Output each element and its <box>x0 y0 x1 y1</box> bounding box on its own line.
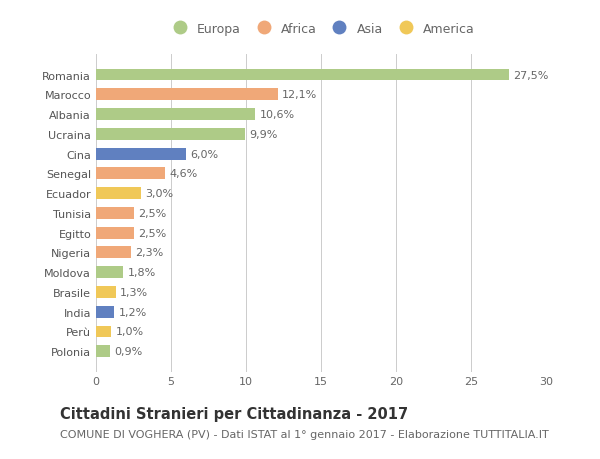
Text: 1,8%: 1,8% <box>128 268 156 278</box>
Text: 9,9%: 9,9% <box>249 129 277 140</box>
Text: 4,6%: 4,6% <box>170 169 198 179</box>
Bar <box>96 148 186 160</box>
Bar <box>96 69 509 81</box>
Bar <box>96 89 277 101</box>
Bar <box>96 227 133 239</box>
Text: 0,9%: 0,9% <box>114 347 142 357</box>
Text: 27,5%: 27,5% <box>513 70 548 80</box>
Bar <box>96 267 123 279</box>
Bar <box>96 247 131 259</box>
Text: 3,0%: 3,0% <box>146 189 173 199</box>
Text: 1,2%: 1,2% <box>119 307 147 317</box>
Bar <box>96 188 141 200</box>
Text: COMUNE DI VOGHERA (PV) - Dati ISTAT al 1° gennaio 2017 - Elaborazione TUTTITALIA: COMUNE DI VOGHERA (PV) - Dati ISTAT al 1… <box>60 429 549 439</box>
Text: 1,0%: 1,0% <box>115 327 143 337</box>
Bar <box>96 286 115 298</box>
Text: 1,3%: 1,3% <box>120 287 148 297</box>
Bar <box>96 109 255 121</box>
Text: 2,3%: 2,3% <box>135 248 163 258</box>
Legend: Europa, Africa, Asia, America: Europa, Africa, Asia, America <box>164 20 478 38</box>
Text: 10,6%: 10,6% <box>260 110 295 120</box>
Text: Cittadini Stranieri per Cittadinanza - 2017: Cittadini Stranieri per Cittadinanza - 2… <box>60 406 408 421</box>
Text: 12,1%: 12,1% <box>282 90 317 100</box>
Bar <box>96 306 114 318</box>
Bar <box>96 168 165 180</box>
Bar <box>96 346 110 358</box>
Text: 2,5%: 2,5% <box>138 208 166 218</box>
Text: 2,5%: 2,5% <box>138 228 166 238</box>
Bar <box>96 129 245 140</box>
Text: 6,0%: 6,0% <box>191 149 218 159</box>
Bar <box>96 207 133 219</box>
Bar <box>96 326 111 338</box>
